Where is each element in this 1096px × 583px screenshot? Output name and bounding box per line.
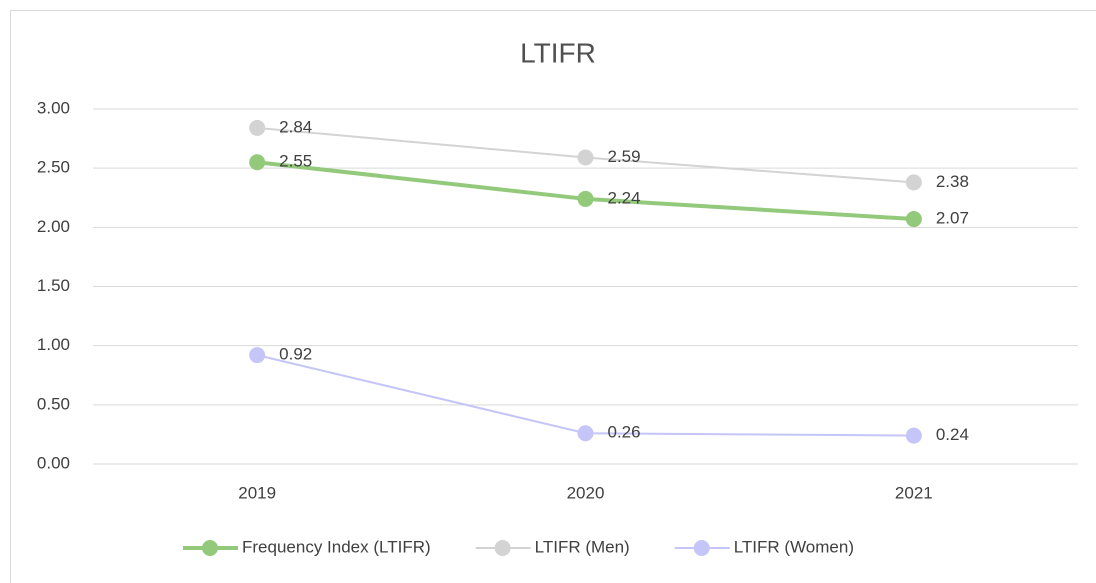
data-point: [249, 154, 266, 171]
legend-label: Frequency Index (LTIFR): [242, 537, 431, 556]
x-tick-label: 2019: [238, 483, 276, 502]
chart-title: LTIFR: [520, 37, 596, 68]
data-label: 0.92: [279, 345, 312, 364]
data-point: [905, 427, 922, 444]
data-label: 2.59: [608, 147, 641, 166]
data-point: [249, 347, 266, 364]
data-label: 0.24: [936, 425, 969, 444]
y-tick-label: 0.00: [37, 453, 70, 472]
y-tick-label: 3.00: [37, 98, 70, 117]
data-label: 2.38: [936, 172, 969, 191]
data-point: [249, 119, 266, 136]
x-tick-label: 2020: [567, 483, 605, 502]
legend-label: LTIFR (Women): [734, 537, 854, 556]
data-point: [577, 149, 594, 166]
y-tick-label: 2.50: [37, 158, 70, 177]
data-point: [577, 190, 594, 207]
y-tick-label: 1.00: [37, 335, 70, 354]
data-label: 2.84: [279, 117, 312, 136]
y-tick-label: 1.50: [37, 276, 70, 295]
legend-marker: [693, 540, 710, 556]
data-label: 2.07: [936, 209, 969, 228]
chart-frame: [10, 10, 1096, 583]
legend-marker: [494, 540, 511, 556]
legend-label: LTIFR (Men): [535, 537, 630, 556]
data-label: 2.24: [608, 188, 641, 207]
y-tick-label: 0.50: [37, 394, 70, 413]
data-label: 0.26: [608, 423, 641, 442]
x-tick-label: 2021: [895, 483, 933, 502]
data-point: [905, 174, 922, 191]
data-point: [577, 425, 594, 442]
legend-marker: [202, 540, 218, 556]
data-point: [905, 211, 922, 228]
data-label: 2.55: [279, 152, 312, 171]
y-tick-label: 2.00: [37, 217, 70, 236]
